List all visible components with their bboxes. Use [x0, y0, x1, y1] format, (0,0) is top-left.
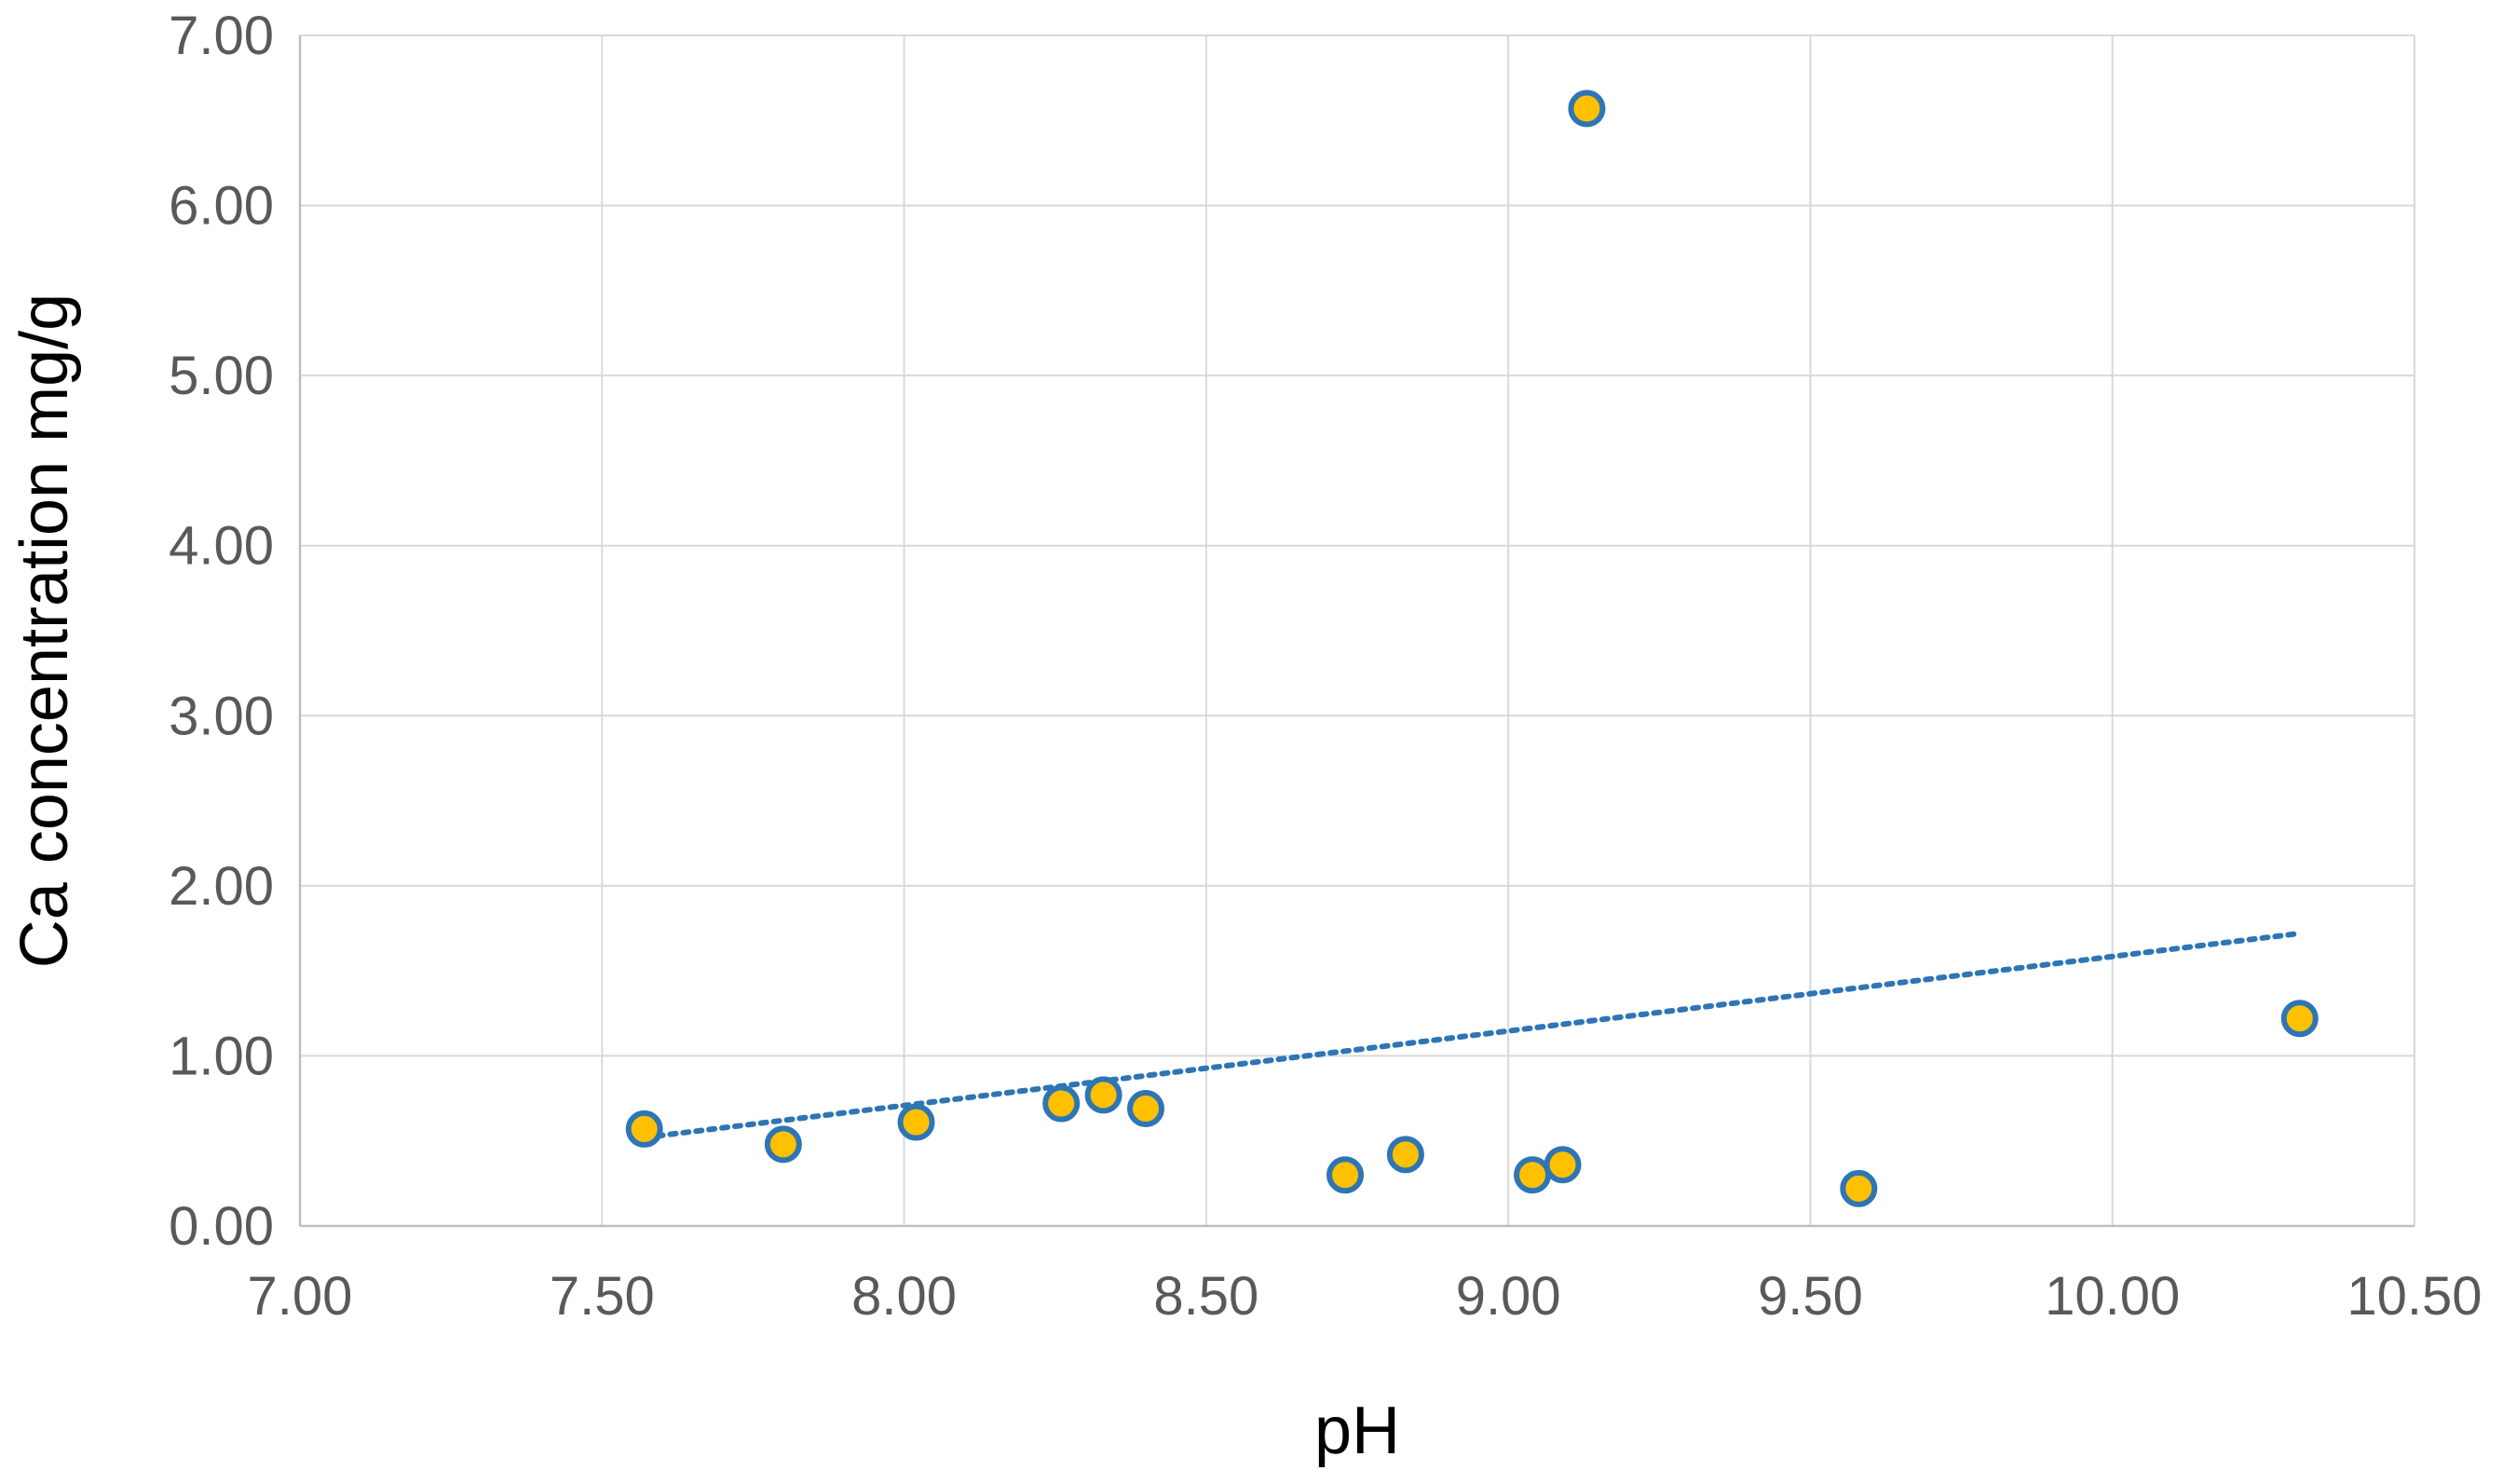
data-point	[1514, 1156, 1552, 1194]
data-point	[764, 1125, 802, 1164]
x-tick-label: 8.00	[851, 1266, 957, 1327]
x-tick-label: 7.50	[550, 1266, 655, 1327]
data-points	[625, 89, 2319, 1207]
x-tick-label: 10.00	[2045, 1266, 2180, 1327]
data-point	[2280, 1000, 2319, 1038]
y-tick-label: 4.00	[169, 516, 274, 577]
data-point	[1127, 1090, 1164, 1128]
data-point	[1326, 1156, 1365, 1194]
trendline	[641, 930, 2303, 1141]
y-tick-label: 5.00	[169, 346, 274, 406]
axes	[298, 35, 2415, 1228]
x-tick-label: 7.00	[248, 1266, 353, 1327]
x-tick-label: 10.50	[2347, 1266, 2482, 1327]
data-point	[1840, 1169, 1878, 1207]
data-point	[1386, 1136, 1424, 1174]
x-tick-label: 8.50	[1153, 1266, 1258, 1327]
y-tick-label: 3.00	[169, 686, 274, 746]
y-tick-label: 1.00	[169, 1026, 274, 1086]
data-point	[1084, 1076, 1122, 1114]
y-tick-label: 7.00	[169, 6, 274, 66]
y-tick-label: 0.00	[169, 1196, 274, 1257]
x-tick-label: 9.00	[1456, 1266, 1561, 1327]
y-tick-label: 2.00	[169, 856, 274, 917]
trendline-layer	[641, 930, 2303, 1141]
data-point	[1568, 89, 1606, 128]
gridlines	[300, 34, 2415, 1226]
data-point	[625, 1110, 663, 1148]
y-tick-label: 6.00	[169, 176, 274, 237]
x-axis-title: pH	[1314, 1394, 1400, 1468]
y-axis-title: Ca concentration mg/g	[7, 293, 82, 968]
data-point	[1042, 1084, 1081, 1123]
data-point	[1544, 1146, 1582, 1184]
x-tick-label: 9.50	[1758, 1266, 1863, 1327]
tick-labels: 7.00 7.50 8.00 8.50 9.00 9.50 10.00 10.50 0.00 1.…	[169, 6, 2482, 1327]
data-point	[897, 1103, 935, 1141]
